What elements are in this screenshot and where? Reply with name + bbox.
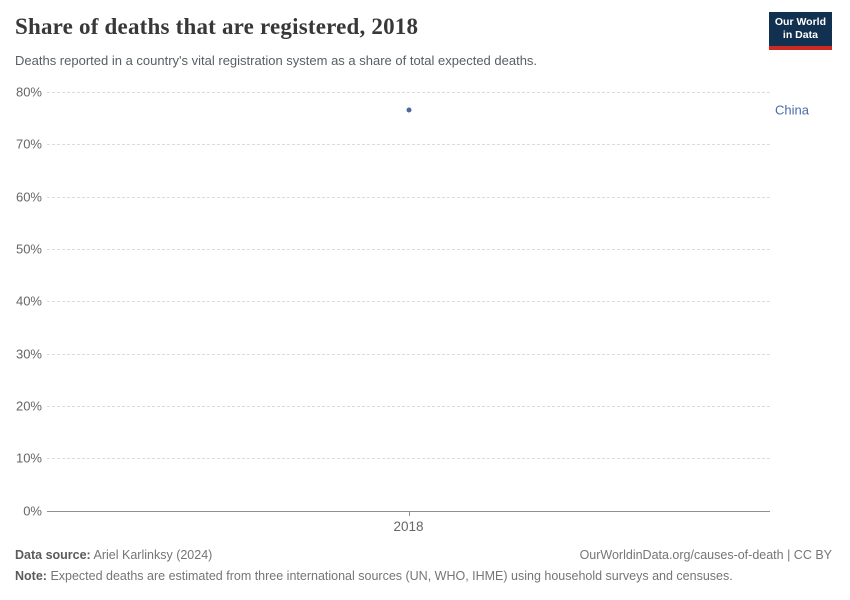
note-label: Note: xyxy=(15,569,47,583)
data-source-value: Ariel Karlinksy (2024) xyxy=(93,548,213,562)
data-source-text: Data source: Ariel Karlinksy (2024) xyxy=(15,548,212,562)
gridline xyxy=(47,301,770,303)
x-axis-tick-mark xyxy=(408,510,410,516)
y-axis-tick-label: 80% xyxy=(15,84,42,100)
gridline xyxy=(47,196,770,198)
y-axis-tick-label: 30% xyxy=(15,346,42,362)
data-source-label: Data source: xyxy=(15,548,91,562)
owid-logo-line1: Our World xyxy=(774,16,826,28)
license-link[interactable]: OurWorldinData.org/causes-of-death | CC … xyxy=(579,548,832,562)
y-axis-tick-label: 20% xyxy=(15,398,42,414)
data-point[interactable] xyxy=(406,107,411,113)
y-axis-tick-label: 10% xyxy=(15,450,42,466)
entity-label[interactable]: China xyxy=(775,102,809,118)
x-axis-tick-label: 2018 xyxy=(393,518,424,534)
chart-footer: Data source: Ariel Karlinksy (2024) OurW… xyxy=(15,548,832,562)
chart-subtitle: Deaths reported in a country's vital reg… xyxy=(15,53,538,68)
gridline xyxy=(47,405,770,407)
chart-note: Note: Expected deaths are estimated from… xyxy=(15,569,832,583)
gridline xyxy=(47,353,770,355)
gridline xyxy=(47,458,770,460)
gridline xyxy=(47,92,770,93)
chart-plot: 0% 10% 20% 30% 40% 50% 60% 70% 80% 2018 China xyxy=(0,80,850,540)
owid-logo: Our World in Data xyxy=(768,12,832,51)
y-axis-tick-label: 50% xyxy=(15,241,42,257)
y-axis-tick-label: 40% xyxy=(15,293,42,309)
y-axis-tick-label: 0% xyxy=(23,503,42,518)
gridline xyxy=(47,144,770,146)
note-value: Expected deaths are estimated from three… xyxy=(50,569,733,583)
owid-logo-line2: in Data xyxy=(782,29,818,42)
y-axis-tick-label: 60% xyxy=(15,189,42,205)
y-axis-tick-label: 70% xyxy=(15,136,42,152)
gridline xyxy=(47,248,770,250)
page-title: Share of deaths that are registered, 201… xyxy=(15,14,419,39)
